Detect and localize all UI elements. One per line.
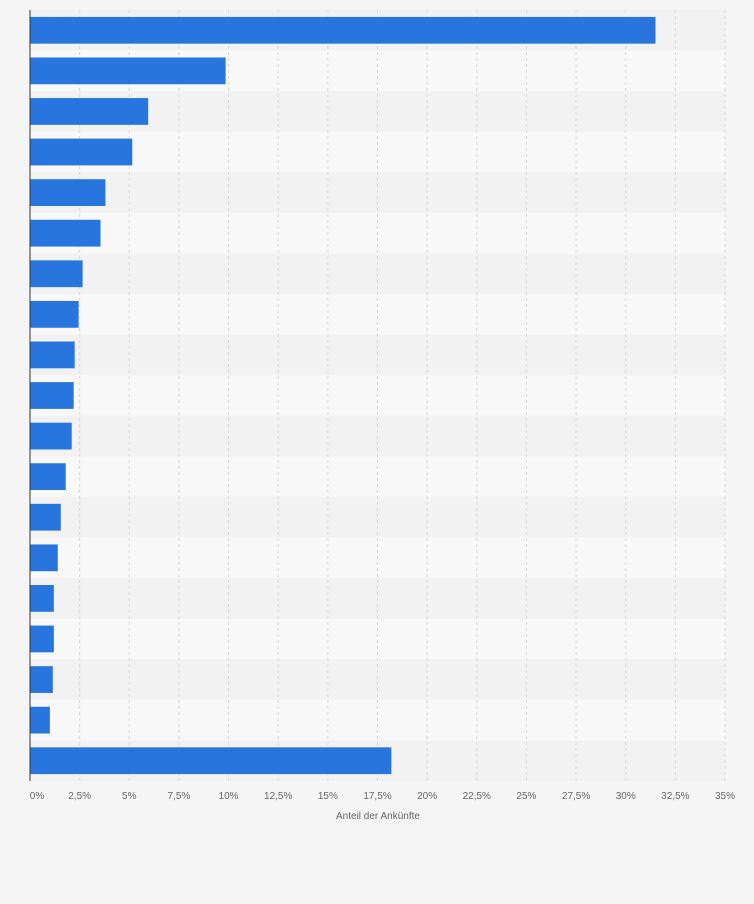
- x-tick-label: 7,5%: [168, 791, 191, 802]
- x-tick-label: 2,5%: [68, 791, 91, 802]
- bar[interactable]: [30, 503, 61, 531]
- x-tick-label: 27,5%: [562, 791, 590, 802]
- x-tick-label: 15%: [318, 791, 338, 802]
- bar[interactable]: [30, 463, 66, 491]
- bar[interactable]: [30, 219, 101, 247]
- x-tick-label: 10%: [219, 791, 239, 802]
- x-tick-label: 17,5%: [363, 791, 391, 802]
- x-tick-labels: 0% 2,5% 5% 7,5% 10% 12,5% 15% 17,5% 20% 22,5% 25% 2…: [30, 791, 735, 802]
- bar[interactable]: [30, 625, 54, 653]
- x-axis-title: Anteil der Ankünfte: [336, 811, 420, 822]
- x-tick-label: 20%: [417, 791, 437, 802]
- x-tick-label: 30%: [616, 791, 636, 802]
- x-tick-label: 22,5%: [463, 791, 491, 802]
- x-tick-label: 32,5%: [661, 791, 689, 802]
- bar[interactable]: [30, 382, 74, 409]
- bar[interactable]: [30, 341, 75, 369]
- x-tick-label: 25%: [516, 791, 536, 802]
- bar[interactable]: [30, 138, 133, 166]
- bar[interactable]: [30, 57, 226, 85]
- bar[interactable]: [30, 260, 83, 288]
- bar[interactable]: [30, 422, 72, 450]
- x-tick-label: 0%: [30, 791, 45, 802]
- bar[interactable]: [30, 706, 50, 734]
- bar[interactable]: [30, 16, 656, 44]
- x-tick-label: 35%: [715, 791, 735, 802]
- x-tick-label: 5%: [122, 791, 137, 802]
- bars: [30, 16, 656, 775]
- bar[interactable]: [30, 585, 54, 612]
- bar[interactable]: [30, 300, 79, 328]
- bar[interactable]: [30, 98, 149, 125]
- bar[interactable]: [30, 747, 392, 775]
- bar[interactable]: [30, 544, 58, 572]
- bar[interactable]: [30, 179, 106, 206]
- bar[interactable]: [30, 666, 53, 693]
- gridlines: [79, 10, 726, 781]
- x-tick-label: 12,5%: [264, 791, 292, 802]
